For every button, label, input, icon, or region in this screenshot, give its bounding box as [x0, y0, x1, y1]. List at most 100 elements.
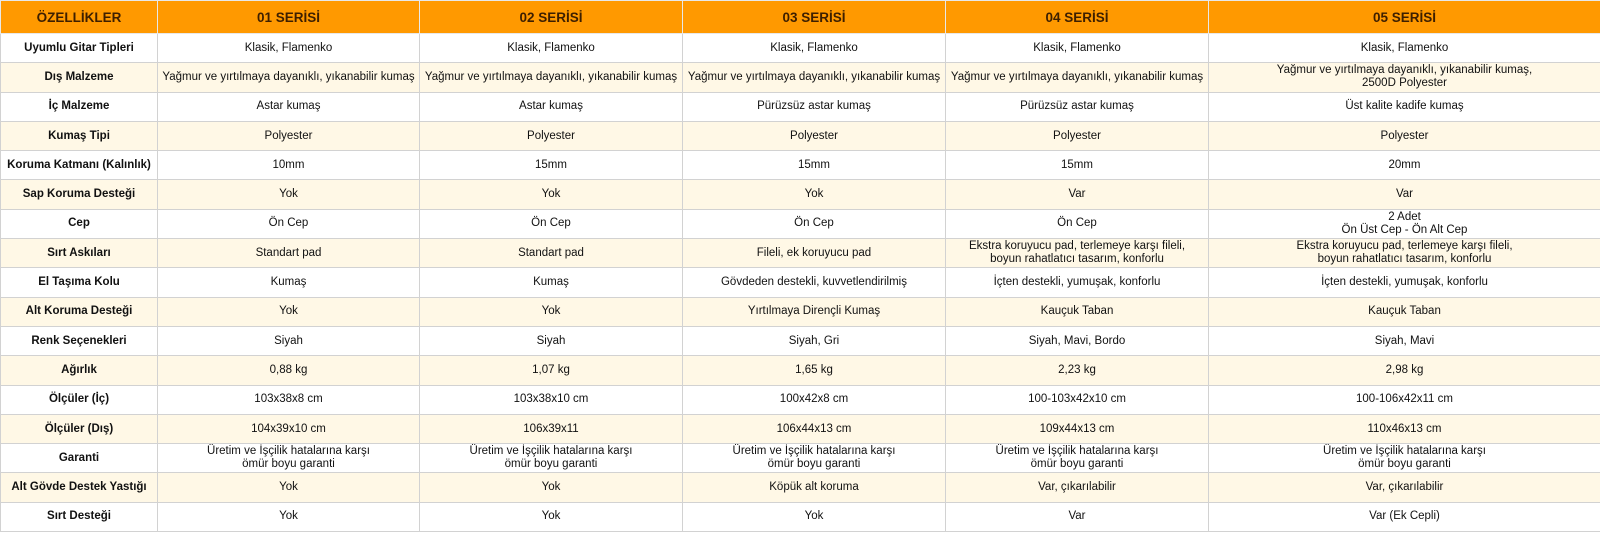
table-row: Cep Ön Cep Ön Cep Ön Cep Ön Cep 2 Adet Ön Üst…	[0, 208, 1600, 240]
table-cell: 15mm	[945, 150, 1209, 181]
row-label: Sırt Askıları	[0, 238, 158, 269]
table-cell: 100-103x42x10 cm	[945, 384, 1209, 415]
table-cell: 2,98 kg	[1208, 355, 1600, 386]
table-row: Sırt Askıları Standart pad Standart pad Fil…	[0, 238, 1600, 269]
row-label: Ölçüler (Dış)	[0, 413, 158, 445]
table-cell: Polyester	[157, 120, 420, 152]
row-label: Uyumlu Gitar Tipleri	[0, 32, 158, 64]
table-cell: Klasik, Flamenko	[682, 32, 946, 64]
table-cell: Kumaş	[419, 267, 683, 298]
table-cell: Var, çıkarılabilir	[945, 472, 1209, 503]
table-cell: 2 Adet Ön Üst Cep - Ön Alt Cep	[1208, 208, 1600, 240]
row-label: Sap Koruma Desteği	[0, 179, 158, 210]
column-header-series-3: 03 SERİSİ	[682, 0, 946, 34]
column-header-series-4: 04 SERİSİ	[945, 0, 1209, 34]
table-row: El Taşıma Kolu Kumaş Kumaş Gövdeden destekl…	[0, 267, 1600, 298]
table-cell: 15mm	[419, 150, 683, 181]
table-row: Renk Seçenekleri Siyah Siyah Siyah, Gri Siya…	[0, 325, 1600, 357]
table-cell: Yırtılmaya Dirençli Kumaş	[682, 296, 946, 327]
table-cell: 1,65 kg	[682, 355, 946, 386]
row-label: Dış Malzeme	[0, 62, 158, 93]
table-row: Sap Koruma Desteği Yok Yok Yok Var Var	[0, 179, 1600, 210]
row-label: Alt Koruma Desteği	[0, 296, 158, 327]
table-cell: Yok	[419, 296, 683, 327]
table-cell: 2,23 kg	[945, 355, 1209, 386]
row-label: Renk Seçenekleri	[0, 325, 158, 357]
table-cell: Köpük alt koruma	[682, 472, 946, 503]
table-cell: Üst kalite kadife kumaş	[1208, 91, 1600, 122]
table-cell: Yok	[419, 472, 683, 503]
column-header-series-2: 02 SERİSİ	[419, 0, 683, 34]
table-cell: Yok	[157, 472, 420, 503]
table-cell: Ön Cep	[682, 208, 946, 240]
table-row: Alt Koruma Desteği Yok Yok Yırtılmaya Diren…	[0, 296, 1600, 327]
table-cell: Pürüzsüz astar kumaş	[945, 91, 1209, 122]
table-cell: Klasik, Flamenko	[1208, 32, 1600, 64]
table-cell: 0,88 kg	[157, 355, 420, 386]
row-label: Garanti	[0, 443, 158, 474]
table-cell: Yok	[682, 501, 946, 533]
table-cell: Yağmur ve yırtılmaya dayanıklı, yıkanabi…	[157, 62, 420, 93]
table-row: Dış Malzeme Yağmur ve yırtılmaya dayanıkl…	[0, 62, 1600, 93]
table-cell: Klasik, Flamenko	[945, 32, 1209, 64]
column-header-series-5: 05 SERİSİ	[1208, 0, 1600, 34]
table-cell: Siyah, Mavi	[1208, 325, 1600, 357]
table-cell: Yok	[157, 501, 420, 533]
row-label: Ölçüler (İç)	[0, 384, 158, 415]
table-cell: Var (Ek Cepli)	[1208, 501, 1600, 533]
row-label: Cep	[0, 208, 158, 240]
table-row: Ağırlık 0,88 kg 1,07 kg 1,65 kg 2,23 kg 2,98 …	[0, 355, 1600, 386]
table-row: Uyumlu Gitar Tipleri Klasik, Flamenko Klas…	[0, 32, 1600, 64]
table-cell: Gövdeden destekli, kuvvetlendirilmiş	[682, 267, 946, 298]
table-cell: Fileli, ek koruyucu pad	[682, 238, 946, 269]
table-cell: Polyester	[419, 120, 683, 152]
table-cell: Üretim ve İşçilik hatalarına karşı ömür …	[1208, 443, 1600, 474]
table-cell: Standart pad	[157, 238, 420, 269]
row-label: Sırt Desteği	[0, 501, 158, 533]
table-cell: Ekstra koruyucu pad, terlemeye karşı fil…	[1208, 238, 1600, 269]
table-cell: Kauçuk Taban	[1208, 296, 1600, 327]
table-cell: Siyah, Gri	[682, 325, 946, 357]
table-cell: Yok	[419, 179, 683, 210]
table-cell: Üretim ve İşçilik hatalarına karşı ömür …	[682, 443, 946, 474]
table-cell: Pürüzsüz astar kumaş	[682, 91, 946, 122]
table-cell: 109x44x13 cm	[945, 413, 1209, 445]
table-cell: 20mm	[1208, 150, 1600, 181]
table-cell: 100x42x8 cm	[682, 384, 946, 415]
table-cell: Klasik, Flamenko	[419, 32, 683, 64]
table-cell: Ekstra koruyucu pad, terlemeye karşı fil…	[945, 238, 1209, 269]
table-cell: 104x39x10 cm	[157, 413, 420, 445]
table-cell: İçten destekli, yumuşak, konforlu	[1208, 267, 1600, 298]
table-cell: Var	[945, 179, 1209, 210]
table-cell: Ön Cep	[419, 208, 683, 240]
table-cell: Üretim ve İşçilik hatalarına karşı ömür …	[419, 443, 683, 474]
table-cell: Ön Cep	[157, 208, 420, 240]
row-label: El Taşıma Kolu	[0, 267, 158, 298]
table-cell: Yağmur ve yırtılmaya dayanıklı, yıkanabi…	[1208, 62, 1600, 93]
table-row: Garanti Üretim ve İşçilik hatalarına karş…	[0, 443, 1600, 474]
row-label: Alt Gövde Destek Yastığı	[0, 472, 158, 503]
table-cell: Polyester	[945, 120, 1209, 152]
table-cell: Astar kumaş	[419, 91, 683, 122]
table-cell: 106x39x11	[419, 413, 683, 445]
table-cell: Var, çıkarılabilir	[1208, 472, 1600, 503]
table-row: Ölçüler (Dış) 104x39x10 cm 106x39x11 106x44…	[0, 413, 1600, 445]
table-cell: Yok	[419, 501, 683, 533]
header-row: ÖZELLİKLER 01 SERİSİ 02 SERİSİ 03 SERİSİ 04 …	[0, 0, 1600, 34]
row-label: Ağırlık	[0, 355, 158, 386]
table-row: Ölçüler (İç) 103x38x8 cm 103x38x10 cm 100x4…	[0, 384, 1600, 415]
table-cell: İçten destekli, yumuşak, konforlu	[945, 267, 1209, 298]
table-cell: Yok	[157, 296, 420, 327]
table-cell: Siyah	[419, 325, 683, 357]
table-cell: Klasik, Flamenko	[157, 32, 420, 64]
table-cell: Polyester	[682, 120, 946, 152]
table-cell: 103x38x10 cm	[419, 384, 683, 415]
table-cell: 106x44x13 cm	[682, 413, 946, 445]
column-header-features: ÖZELLİKLER	[0, 0, 158, 34]
table-cell: Üretim ve İşçilik hatalarına karşı ömür …	[157, 443, 420, 474]
table-cell: Yağmur ve yırtılmaya dayanıklı, yıkanabi…	[419, 62, 683, 93]
row-label: Koruma Katmanı (Kalınlık)	[0, 150, 158, 181]
table-cell: 10mm	[157, 150, 420, 181]
table-cell: Astar kumaş	[157, 91, 420, 122]
